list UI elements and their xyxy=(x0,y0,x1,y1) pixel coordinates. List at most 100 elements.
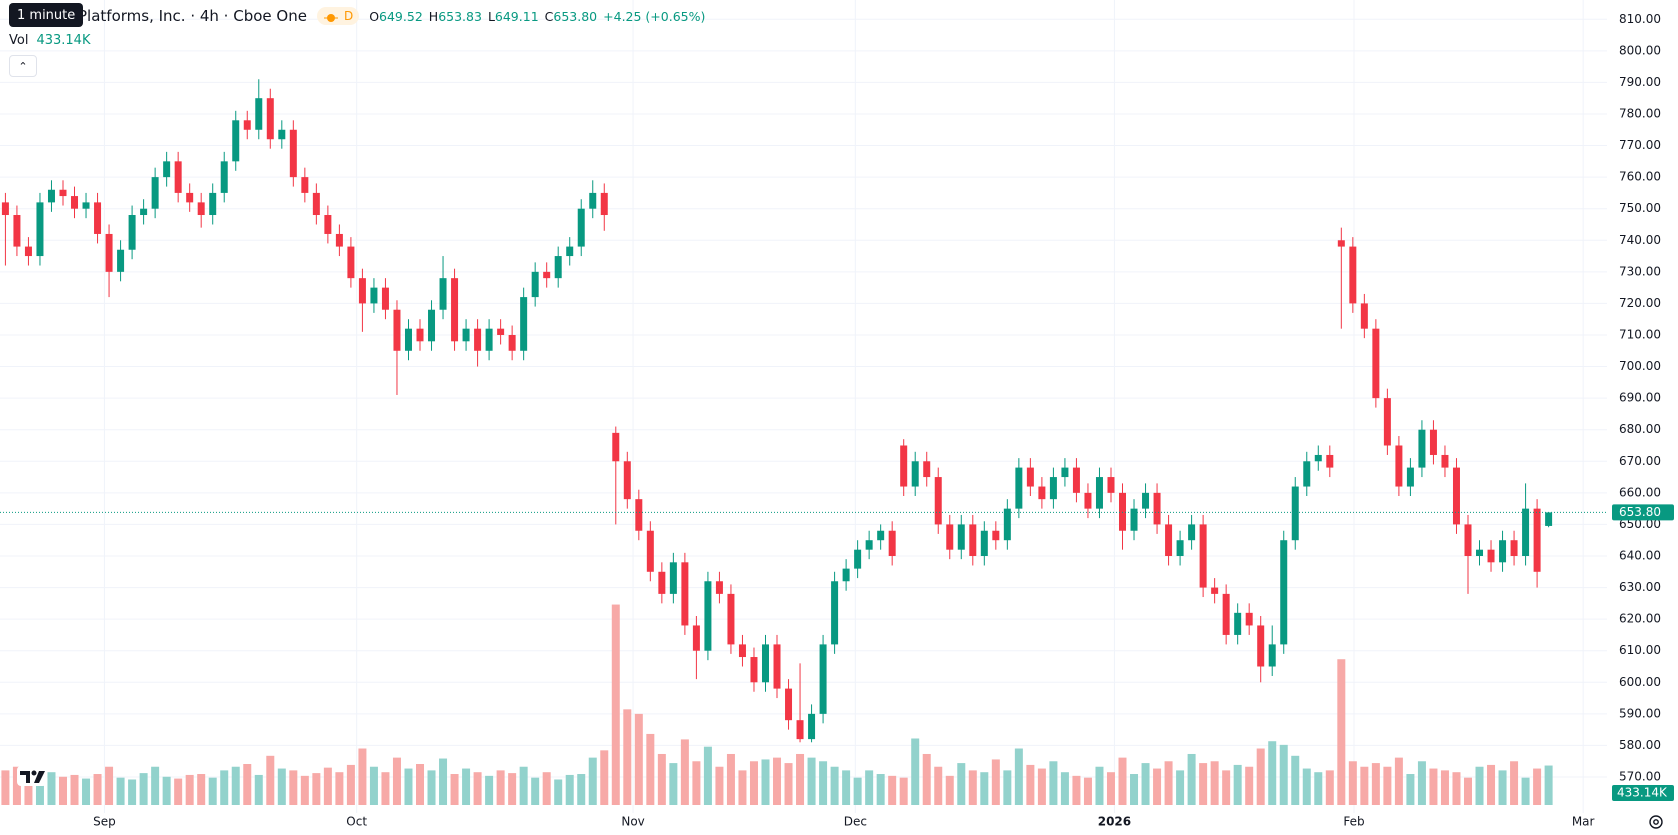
y-tick-label: 780.00 xyxy=(1619,106,1661,120)
candle-body xyxy=(1349,246,1357,304)
candle-body xyxy=(255,98,263,130)
volume-bar xyxy=(439,758,448,805)
candle-body xyxy=(842,568,850,582)
candle-body xyxy=(865,540,873,550)
volume-bar xyxy=(1394,757,1403,805)
y-tick-label: 670.00 xyxy=(1619,454,1661,468)
candle-body xyxy=(24,246,32,257)
volume-bar xyxy=(1,770,10,805)
volume-bar xyxy=(519,766,528,805)
volume-bar xyxy=(243,764,252,805)
volume-value: 433.14K xyxy=(36,32,91,48)
candle-body xyxy=(946,524,954,550)
collapse-button[interactable]: ⌃ xyxy=(9,55,37,77)
change: +4.25 (+0.65%) xyxy=(603,8,706,24)
candle-body xyxy=(1464,524,1472,556)
volume-bar xyxy=(934,766,943,805)
volume-bar xyxy=(1279,744,1288,805)
candle-body xyxy=(358,278,366,304)
volume-bar xyxy=(1302,768,1311,805)
volume-bar xyxy=(738,770,747,805)
candle-body xyxy=(1188,524,1196,541)
ohlc-item: C653.80 xyxy=(545,9,597,24)
candle-body xyxy=(992,530,1000,541)
x-tick-label: 2026 xyxy=(1098,815,1131,829)
volume-bar xyxy=(1233,764,1242,805)
candle-body xyxy=(1303,461,1311,487)
y-tick-label: 580.00 xyxy=(1619,738,1661,752)
logo-part xyxy=(34,771,45,783)
volume-bar xyxy=(1337,659,1346,805)
axes: 570.00 580.00 590.00 600.00 610.00 620.00 630.… xyxy=(0,12,1674,829)
y-tick-label: 680.00 xyxy=(1619,422,1661,436)
candle-body xyxy=(1372,328,1380,399)
tv-logo xyxy=(17,766,47,786)
volume-bar xyxy=(427,770,436,805)
candle-body xyxy=(1383,398,1391,446)
volume-bar xyxy=(796,753,805,805)
candle-body xyxy=(761,644,769,683)
badge-text: D xyxy=(343,9,354,23)
candle-body xyxy=(197,202,205,216)
candle-body xyxy=(186,192,194,203)
candle-body xyxy=(520,297,528,351)
legend-row: Platforms, Inc. · 4h · Cboe One D O649.5… xyxy=(78,4,705,28)
candle-body xyxy=(474,328,482,351)
volume-bar xyxy=(646,733,655,805)
candle-body xyxy=(1245,612,1253,626)
volume-bar xyxy=(876,774,885,805)
candle-body xyxy=(266,98,274,140)
volume-bar xyxy=(1371,763,1380,805)
settings-gear[interactable] xyxy=(1649,815,1663,829)
candle-body xyxy=(669,562,677,594)
volume-bar xyxy=(542,772,551,805)
volume-bar xyxy=(93,774,102,805)
volume-bar xyxy=(116,777,125,805)
candle-body xyxy=(462,328,470,342)
candle-body xyxy=(174,161,182,193)
candle-body xyxy=(1326,454,1334,468)
y-tick-label: 770.00 xyxy=(1619,138,1661,152)
y-tick-label: 800.00 xyxy=(1619,43,1661,57)
last-volume-label: 433.14K xyxy=(1617,786,1668,800)
candle-body xyxy=(1072,467,1080,493)
candle-body xyxy=(36,202,44,257)
volume-bar xyxy=(1475,766,1484,805)
candle-body xyxy=(1153,492,1161,525)
x-tick-label: Feb xyxy=(1343,815,1364,829)
volume-bar xyxy=(1037,768,1046,805)
candle-body xyxy=(888,530,896,556)
volume-bar xyxy=(450,774,459,805)
x-tick-label: Dec xyxy=(844,815,867,829)
candle-body xyxy=(785,688,793,721)
volume-bar xyxy=(1417,761,1426,805)
candle-body xyxy=(1165,524,1173,556)
volume-bar xyxy=(1130,774,1139,805)
volume-title: Vol xyxy=(9,32,29,48)
candle-body xyxy=(393,309,401,351)
volume-bar xyxy=(1510,761,1519,805)
candle-body xyxy=(232,120,240,162)
volume-bar xyxy=(669,763,678,805)
x-tick-label: Mar xyxy=(1572,815,1595,829)
symbol-title[interactable]: Platforms, Inc. · 4h · Cboe One xyxy=(78,7,307,25)
candle-body xyxy=(750,657,758,683)
y-tick-label: 690.00 xyxy=(1619,391,1661,405)
volume-bar xyxy=(1222,770,1231,805)
candle-body xyxy=(727,593,735,645)
x-tick-label: Nov xyxy=(621,815,644,829)
session-badge[interactable]: D xyxy=(316,7,360,25)
volume-bar xyxy=(1360,766,1369,805)
volume-bar xyxy=(208,777,217,805)
volume-bar xyxy=(1049,761,1058,805)
candle-body xyxy=(1268,644,1276,667)
candle-body xyxy=(370,287,378,304)
grid xyxy=(0,0,1607,813)
y-tick-label: 750.00 xyxy=(1619,201,1661,215)
volume-bar xyxy=(24,773,33,805)
volume-bar xyxy=(508,773,517,805)
candle-body xyxy=(1487,549,1495,563)
candle-body xyxy=(1476,549,1484,556)
volume-bar xyxy=(312,773,321,805)
